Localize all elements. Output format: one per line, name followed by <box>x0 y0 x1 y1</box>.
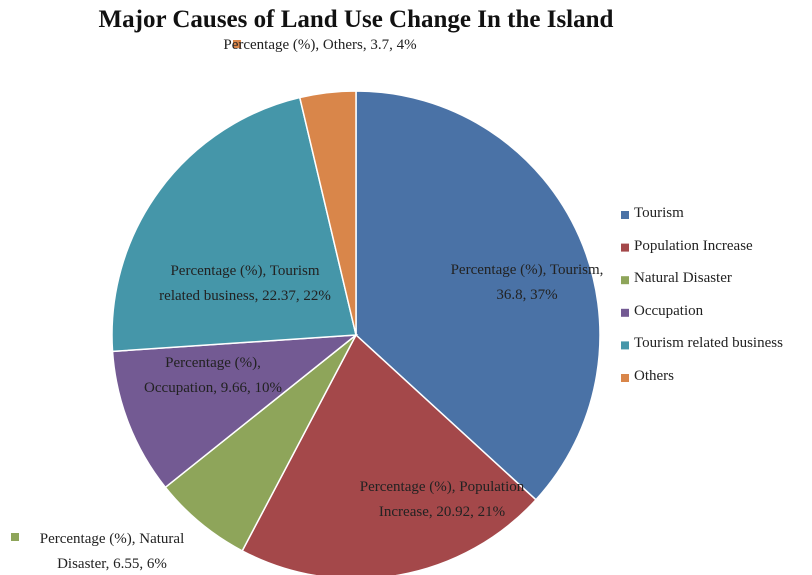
legend-label: Occupation <box>634 302 704 319</box>
label-key <box>11 533 19 541</box>
legend-label: Tourism <box>634 205 684 221</box>
data-label: Percentage (%), Tourism related business… <box>159 263 331 304</box>
legend-label: Natural Disaster <box>634 270 732 287</box>
legend-key <box>621 308 629 317</box>
legend-key <box>621 243 629 252</box>
legend-label: Others <box>634 368 674 384</box>
chart-title: Major Causes of Land Use Change In the I… <box>98 6 614 33</box>
data-label: Percentage (%), Occupation, 9.66, 10% <box>144 355 282 396</box>
data-label: Percentage (%), Others, 3.7, 4% <box>223 37 417 53</box>
legend-key <box>621 374 629 382</box>
data-label: Percentage (%), Tourism, 36.8, 37% <box>450 262 604 303</box>
data-label: Percentage (%), Population Increase, 20.… <box>359 479 525 520</box>
data-label: Percentage (%), Natural Disaster, 6.55, … <box>39 531 185 572</box>
legend-key <box>621 276 629 285</box>
legend-label: Population Increase <box>634 237 753 254</box>
label-key <box>233 40 241 48</box>
pie-slice <box>111 96 357 353</box>
pie-slice <box>241 333 538 575</box>
legend-label: Tourism related business <box>634 335 783 352</box>
pie-slice <box>111 334 359 489</box>
pie-slice <box>355 90 601 501</box>
legend-key <box>621 341 629 350</box>
legend-key <box>621 211 629 219</box>
pie-slice <box>298 90 357 336</box>
